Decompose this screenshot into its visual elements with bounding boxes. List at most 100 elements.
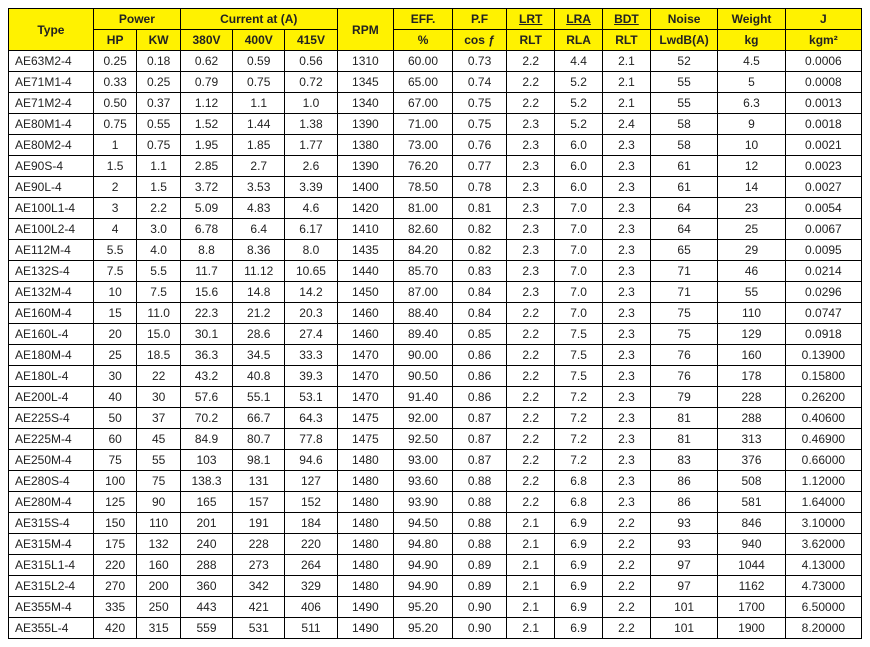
- cell: 7.0: [555, 219, 603, 240]
- cell: 95.20: [394, 618, 453, 639]
- cell: 2.3: [507, 198, 555, 219]
- cell: 10: [93, 282, 137, 303]
- cell: 0.0006: [785, 51, 861, 72]
- cell: 1340: [337, 93, 394, 114]
- cell: 101: [650, 597, 717, 618]
- cell: 511: [285, 618, 337, 639]
- th-pf-sub: cos ƒ: [452, 30, 506, 51]
- cell: 191: [233, 513, 285, 534]
- table-row: AE315S-4150110201191184148094.500.882.16…: [9, 513, 862, 534]
- cell: 20.3: [285, 303, 337, 324]
- cell: 94.6: [285, 450, 337, 471]
- cell: 1470: [337, 345, 394, 366]
- th-j-sub: kgm²: [785, 30, 861, 51]
- cell: 1470: [337, 366, 394, 387]
- cell: 76: [650, 366, 717, 387]
- cell: 138.3: [180, 471, 232, 492]
- table-row: AE180M-42518.536.334.533.3147090.000.862…: [9, 345, 862, 366]
- cell: 2.3: [507, 114, 555, 135]
- cell: 4.4: [555, 51, 603, 72]
- cell: 40: [93, 387, 137, 408]
- cell: 2.3: [603, 261, 651, 282]
- th-380v: 380V: [180, 30, 232, 51]
- cell: 129: [718, 324, 785, 345]
- cell: 12: [718, 156, 785, 177]
- table-row: AE315L1-4220160288273264148094.900.892.1…: [9, 555, 862, 576]
- cell: 2.3: [603, 429, 651, 450]
- cell: 2.2: [603, 555, 651, 576]
- cell: 2.3: [603, 408, 651, 429]
- cell: 0.56: [285, 51, 337, 72]
- table-row: AE100L2-443.06.786.46.17141082.600.822.3…: [9, 219, 862, 240]
- cell: 0.50: [93, 93, 137, 114]
- cell: 103: [180, 450, 232, 471]
- cell: 55: [650, 93, 717, 114]
- th-weight: Weight: [718, 9, 785, 30]
- cell: 2.3: [603, 324, 651, 345]
- cell: AE180L-4: [9, 366, 94, 387]
- cell: 4.73000: [785, 576, 861, 597]
- cell: 3: [93, 198, 137, 219]
- table-row: AE225S-4503770.266.764.3147592.000.872.2…: [9, 408, 862, 429]
- cell: 2.2: [507, 429, 555, 450]
- cell: 2.2: [507, 324, 555, 345]
- cell: AE100L1-4: [9, 198, 94, 219]
- cell: 5.5: [93, 240, 137, 261]
- cell: 0.0054: [785, 198, 861, 219]
- cell: 0.0021: [785, 135, 861, 156]
- cell: 1475: [337, 429, 394, 450]
- cell: 6.9: [555, 555, 603, 576]
- cell: 0.0747: [785, 303, 861, 324]
- cell: 288: [718, 408, 785, 429]
- cell: 0.76: [452, 135, 506, 156]
- cell: 228: [718, 387, 785, 408]
- cell: 0.13900: [785, 345, 861, 366]
- lra-top: LRA: [566, 12, 591, 26]
- cell: 0.81: [452, 198, 506, 219]
- cell: 0.0023: [785, 156, 861, 177]
- cell: 2.3: [603, 387, 651, 408]
- cell: 75: [137, 471, 181, 492]
- cell: 6.9: [555, 618, 603, 639]
- cell: 2.2: [137, 198, 181, 219]
- cell: 14: [718, 177, 785, 198]
- table-row: AE280M-412590165157152148093.900.882.26.…: [9, 492, 862, 513]
- cell: 1480: [337, 492, 394, 513]
- cell: 97: [650, 555, 717, 576]
- cell: AE100L2-4: [9, 219, 94, 240]
- cell: 94.90: [394, 555, 453, 576]
- cell: 2.3: [507, 156, 555, 177]
- cell: 7.0: [555, 303, 603, 324]
- cell: 1.52: [180, 114, 232, 135]
- cell: 75: [650, 303, 717, 324]
- cell: 52: [650, 51, 717, 72]
- cell: 1.5: [137, 177, 181, 198]
- pf-sub-label: cos ƒ: [464, 33, 495, 47]
- cell: 125: [93, 492, 137, 513]
- cell: 131: [233, 471, 285, 492]
- cell: 1.77: [285, 135, 337, 156]
- cell: 71: [650, 282, 717, 303]
- cell: 7.2: [555, 450, 603, 471]
- cell: 83: [650, 450, 717, 471]
- cell: 21.2: [233, 303, 285, 324]
- cell: 0.0008: [785, 72, 861, 93]
- cell: 1.12000: [785, 471, 861, 492]
- cell: 2.3: [603, 471, 651, 492]
- table-row: AE71M2-40.500.371.121.11.0134067.000.752…: [9, 93, 862, 114]
- cell: 3.62000: [785, 534, 861, 555]
- cell: 71: [650, 261, 717, 282]
- cell: 0.82: [452, 240, 506, 261]
- cell: 71.00: [394, 114, 453, 135]
- cell: 1.38: [285, 114, 337, 135]
- cell: 1.0: [285, 93, 337, 114]
- cell: 6.8: [555, 492, 603, 513]
- cell: 7.0: [555, 282, 603, 303]
- cell: 7.0: [555, 261, 603, 282]
- cell: AE315M-4: [9, 534, 94, 555]
- cell: 1044: [718, 555, 785, 576]
- cell: 0.55: [137, 114, 181, 135]
- cell: 4.5: [718, 51, 785, 72]
- table-header: Type Power Current at (A) RPM EFF. P.F L…: [9, 9, 862, 51]
- cell: 65: [650, 240, 717, 261]
